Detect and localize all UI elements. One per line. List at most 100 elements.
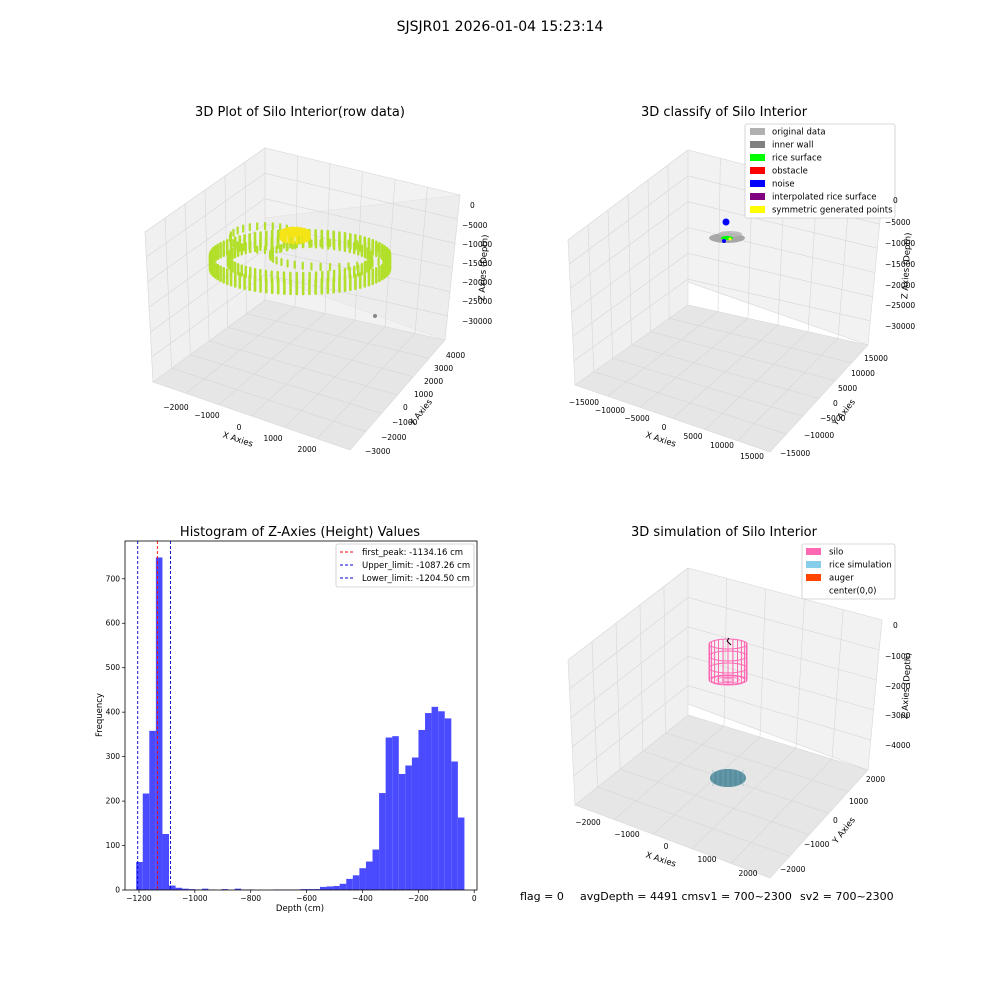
svg-text:rice surface: rice surface (772, 154, 822, 164)
svg-text:0: 0 (833, 399, 838, 408)
histogram-bar (431, 706, 439, 890)
svg-text:0: 0 (893, 196, 898, 205)
svg-text:10000: 10000 (710, 441, 734, 450)
histogram-bar (418, 729, 426, 890)
histogram-bar (313, 889, 320, 890)
histogram-bar (405, 765, 412, 890)
histogram-axes-frame (124, 540, 478, 891)
classify-legend-item: interpolated rice surface (750, 193, 877, 203)
histogram-bar (300, 889, 307, 890)
histogram-legend-label: first_peak: -1134.16 cm (362, 548, 463, 558)
legend-swatch (750, 154, 765, 161)
histogram-bar (379, 793, 386, 890)
svg-text:−30000: −30000 (885, 322, 915, 331)
histogram-bar (306, 889, 314, 890)
classify-legend-item: obstacle (750, 167, 808, 177)
histogram-y-tick-label: 500 (106, 663, 121, 672)
svg-text:−30000: −30000 (462, 317, 492, 326)
histogram-bar (169, 885, 176, 890)
svg-text:0: 0 (662, 423, 667, 432)
legend-swatch (806, 561, 821, 568)
svg-text:obstacle: obstacle (772, 167, 808, 177)
status-sv2: sv2 = 700~2300 (800, 890, 894, 903)
svg-text:−25000: −25000 (462, 297, 492, 306)
classify-legend-item: rice surface (750, 154, 822, 164)
svg-text:2000: 2000 (297, 445, 316, 454)
histogram-bar (352, 875, 360, 890)
svg-text:symmetric generated points: symmetric generated points (772, 206, 893, 216)
svg-text:−15000: −15000 (569, 398, 599, 407)
legend-swatch (750, 128, 765, 135)
svg-text:−2000: −2000 (163, 403, 189, 412)
classify-plot-gridlines (568, 158, 880, 442)
histogram-y-label: Frequency (95, 693, 105, 737)
histogram-bar (234, 888, 242, 890)
raw-plot-title: 3D Plot of Silo Interior(row data) (195, 105, 405, 120)
svg-text:3000: 3000 (434, 364, 453, 373)
status-line: flag = 0 avgDepth = 4491 cmsv1 = 700~230… (520, 890, 894, 903)
svg-text:−20000: −20000 (462, 278, 492, 287)
histogram-x-tick-label: −1000 (182, 894, 208, 903)
classify-legend-item: noise (750, 180, 795, 190)
svg-text:−2000: −2000 (381, 433, 407, 442)
svg-text:−25000: −25000 (885, 301, 915, 310)
figure-suptitle: SJSJR01 2026-01-04 15:23:14 (397, 19, 604, 35)
simulation-3d-plot: 3D simulation of Silo Interior silo rice… (567, 525, 914, 879)
svg-text:5000: 5000 (683, 432, 702, 441)
histogram-bar (365, 861, 373, 890)
svg-text:−10000: −10000 (595, 406, 625, 415)
histogram-bar (142, 793, 150, 890)
histogram-title: Histogram of Z-Axies (Height) Values (180, 525, 420, 540)
svg-text:15000: 15000 (864, 354, 888, 363)
histogram-bar (339, 883, 347, 890)
svg-text:2000: 2000 (738, 869, 757, 878)
svg-text:noise: noise (772, 180, 795, 190)
svg-text:−5000: −5000 (820, 414, 846, 423)
histogram-y-tick-label: 400 (106, 708, 121, 717)
raw-z-ticks: 0 −5000 −10000 −15000 −20000 −25000 −300… (462, 201, 492, 326)
legend-swatch (750, 167, 765, 174)
histogram-bar (175, 887, 183, 890)
histogram-bar (136, 861, 143, 890)
svg-text:10000: 10000 (851, 369, 875, 378)
svg-text:−3000: −3000 (365, 447, 391, 456)
svg-text:inner wall: inner wall (772, 141, 813, 151)
simulation-legend: silo rice simulation auger center(0,0) (801, 543, 896, 600)
classify-y-ticks: −15000 −10000 −5000 0 5000 10000 15000 (780, 354, 888, 458)
histogram-bar (438, 711, 445, 890)
raw-y-ticks: −3000 −2000 −1000 0 1000 2000 3000 4000 (365, 351, 465, 456)
svg-text:−10000: −10000 (804, 431, 834, 440)
histogram-x-tick-label: −1200 (126, 894, 152, 903)
raw-x-ticks: −2000 −1000 0 1000 2000 (163, 403, 316, 454)
svg-text:15000: 15000 (740, 452, 764, 461)
simulation-z-ticks: 0 −1000 −2000 −3000 −4000 (885, 621, 911, 750)
classify-legend: original data inner wall rice surface ob… (744, 123, 896, 219)
histogram-bar (444, 718, 452, 890)
svg-text:−5000: −5000 (462, 221, 488, 230)
legend-swatch (750, 180, 765, 187)
svg-text:−15000: −15000 (780, 449, 810, 458)
classify-z-ticks: 0 −5000 −10000 −15000 −20000 −25000 −300… (885, 196, 915, 331)
simulation-y-ticks: −2000 −1000 0 1000 2000 (780, 775, 885, 874)
histogram-x-tick-label: −800 (240, 894, 261, 903)
svg-text:−10000: −10000 (462, 240, 492, 249)
raw-x-label: X Axies (221, 430, 254, 449)
histogram-x-label: Depth (cm) (276, 904, 324, 914)
simulation-x-ticks: −2000 −1000 0 1000 2000 (575, 818, 757, 878)
auger-marker (726, 637, 732, 646)
svg-text:−2000: −2000 (780, 865, 806, 874)
svg-text:−15000: −15000 (885, 260, 915, 269)
simulation-z-label: Z Axies (Depth) (900, 652, 913, 719)
histogram-x-tick-label: −200 (408, 894, 429, 903)
histogram-y-tick-label: 0 (115, 886, 120, 895)
histogram-x-tick-label: −600 (296, 894, 317, 903)
histogram-legend-label: Upper_limit: -1087.26 cm (362, 561, 470, 571)
histogram-bar (326, 886, 334, 890)
svg-text:−5000: −5000 (624, 414, 650, 423)
svg-text:1000: 1000 (697, 855, 716, 864)
rice-simulation-surface (710, 769, 746, 787)
svg-text:rice simulation: rice simulation (829, 561, 892, 571)
histogram-plot: Histogram of Z-Axies (Height) Values −12… (95, 525, 478, 914)
histogram-y-tick-label: 100 (106, 841, 121, 850)
